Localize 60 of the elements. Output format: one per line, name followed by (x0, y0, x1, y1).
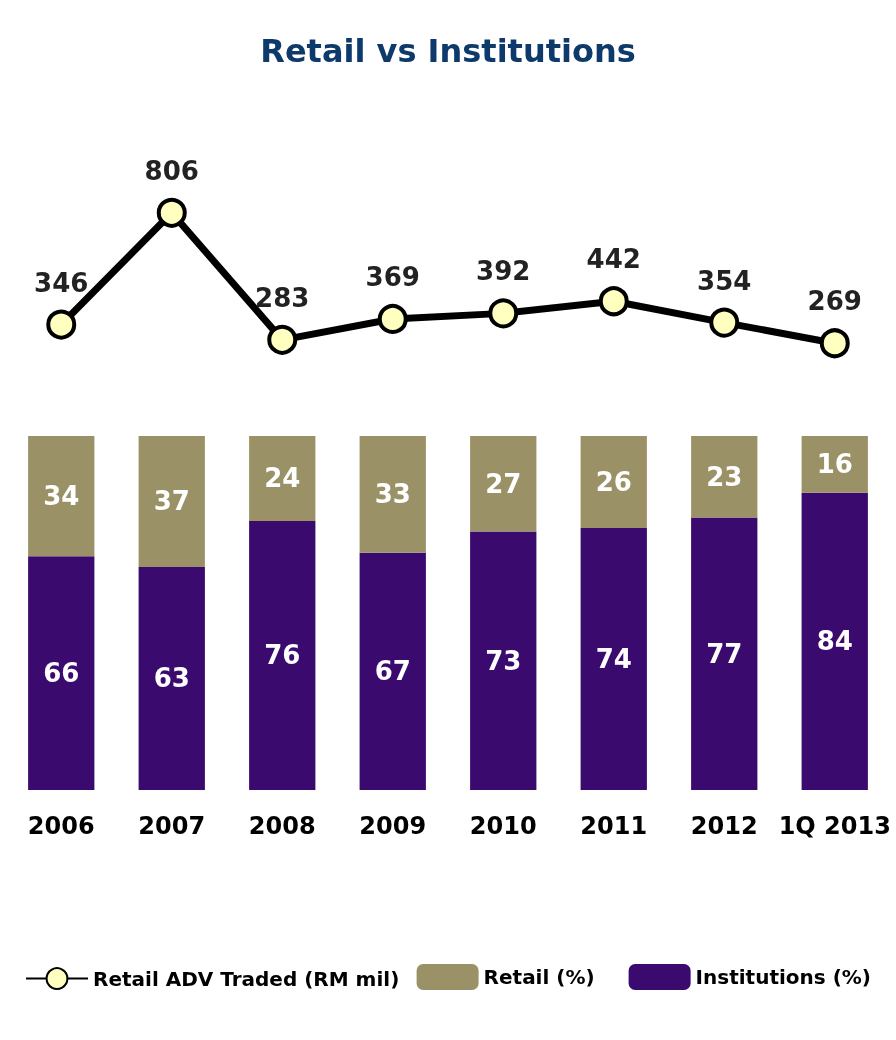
data-label: 76 (264, 640, 301, 671)
bar (28, 556, 95, 790)
bar (28, 436, 95, 557)
x-tick-label: 2006 (27, 812, 95, 840)
data-label: 269 (807, 286, 862, 317)
legend-label: Retail ADV Traded (RM mil) (93, 966, 400, 991)
data-label: 442 (586, 244, 641, 275)
data-label: 806 (144, 155, 199, 186)
x-tick-label: 2012 (690, 812, 758, 840)
legend-label: Retail (%) (483, 965, 595, 989)
point (488, 298, 519, 329)
x-tick-label: 1Q 2013 (778, 812, 891, 840)
bar (801, 436, 868, 493)
data-label: 16 (816, 449, 853, 480)
bar (691, 517, 758, 790)
data-label: 84 (816, 626, 853, 657)
data-label: 27 (485, 468, 522, 499)
bar (470, 436, 537, 532)
x-tick-label: 2008 (248, 812, 316, 840)
point (267, 324, 298, 355)
data-label: 63 (153, 663, 190, 694)
data-label: 23 (706, 461, 743, 492)
bar (138, 566, 205, 790)
data-label: 34 (43, 481, 80, 512)
point (709, 307, 740, 338)
data-label: 354 (697, 265, 752, 296)
point (377, 303, 408, 334)
data-label: 33 (374, 479, 411, 510)
data-label: 24 (264, 463, 301, 494)
data-label: 37 (153, 486, 190, 517)
bar (580, 436, 647, 529)
legend-label: Institutions (%) (695, 965, 872, 989)
bar (580, 528, 647, 790)
data-label: 73 (485, 645, 522, 676)
data-label: 26 (595, 467, 632, 498)
x-tick-label: 2009 (359, 812, 427, 840)
x-tick-label: 2007 (138, 812, 206, 840)
bar (359, 436, 426, 553)
data-label: 346 (34, 267, 89, 298)
x-tick-label: 2010 (469, 812, 537, 840)
bar (801, 492, 868, 790)
data-label: 67 (374, 656, 411, 687)
bar (249, 436, 316, 521)
data-label: 369 (365, 261, 420, 292)
chart-title: Retail vs Institutions (260, 32, 636, 70)
bar (249, 520, 316, 790)
point (46, 309, 77, 340)
data-label: 283 (255, 282, 310, 313)
data-label: 74 (595, 644, 632, 675)
bar (138, 436, 205, 567)
point (598, 286, 629, 317)
data-label: 66 (43, 658, 80, 689)
data-label: 77 (706, 638, 743, 669)
point (156, 197, 187, 228)
bar (359, 552, 426, 790)
bar (470, 531, 537, 790)
data-label: 392 (476, 256, 531, 287)
x-tick-label: 2011 (580, 812, 648, 840)
bar (691, 436, 758, 518)
point (819, 328, 850, 359)
